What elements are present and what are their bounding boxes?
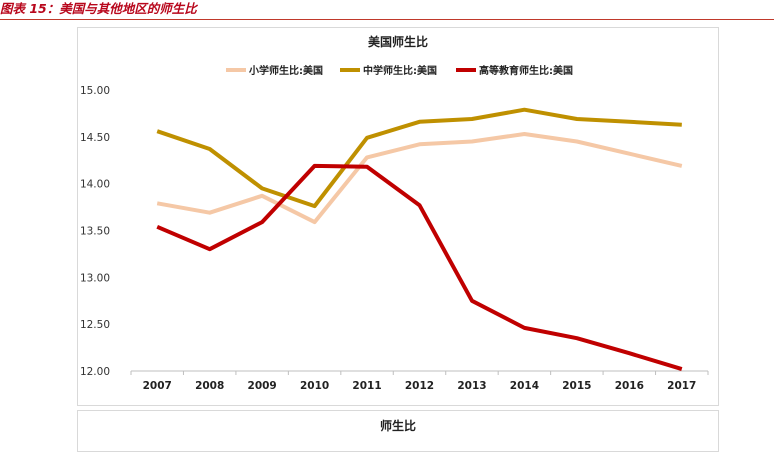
- x-axis: 2007 2008 2009 2010 2011 2012 2013 2014 2015 2016…: [130, 370, 709, 392]
- line-chart: 美国师生比 小学师生比:美国 中学师生比:美国 高等教育师生比:美国 12.0012…: [80, 34, 709, 392]
- x-tick-label: 2008: [195, 380, 224, 392]
- chart-legend: 小学师生比:美国 中学师生比:美国 高等教育师生比:美国: [226, 64, 573, 77]
- x-tick-label: 2010: [300, 380, 329, 392]
- legend-label: 小学师生比:美国: [248, 64, 323, 77]
- series-line-2: [156, 107, 682, 209]
- x-tick-label: 2017: [667, 380, 696, 392]
- figure-caption: 图表 15：美国与其他地区的师生比: [0, 1, 197, 16]
- x-tick-label: 2013: [457, 380, 486, 392]
- x-tick-label: 2011: [352, 380, 381, 392]
- x-tick-label: 2012: [405, 380, 434, 392]
- x-tick-label: 2016: [615, 380, 644, 392]
- y-tick-label: 12.50: [80, 319, 110, 331]
- second-chart-panel: 师生比: [77, 410, 719, 452]
- series-line-1: [156, 132, 683, 225]
- y-tick-label: 14.50: [80, 132, 110, 144]
- legend-label: 高等教育师生比:美国: [479, 64, 573, 77]
- y-axis: 12.00 12.50 13.00 13.50 14.00 14.50 15.00: [80, 85, 110, 378]
- x-tick-label: 2009: [248, 380, 277, 392]
- second-chart-title: 师生比: [379, 419, 416, 433]
- y-tick-label: 15.00: [80, 85, 110, 97]
- caption-divider: [0, 19, 774, 20]
- y-tick-label: 14.00: [80, 179, 110, 191]
- x-tick-label: 2015: [562, 380, 591, 392]
- chart-panel: 美国师生比 小学师生比:美国 中学师生比:美国 高等教育师生比:美国 12.00 12…: [77, 27, 719, 406]
- y-tick-label: 13.50: [80, 226, 110, 238]
- series-lines: [156, 107, 683, 372]
- x-tick-label: 2014: [510, 380, 539, 392]
- y-tick-label: 12.00: [80, 366, 110, 378]
- y-tick-label: 13.00: [80, 272, 110, 284]
- x-tick-label: 2007: [143, 380, 172, 392]
- series-line-3: [156, 163, 683, 372]
- chart-title: 美国师生比: [368, 34, 428, 49]
- legend-label: 中学师生比:美国: [363, 64, 437, 77]
